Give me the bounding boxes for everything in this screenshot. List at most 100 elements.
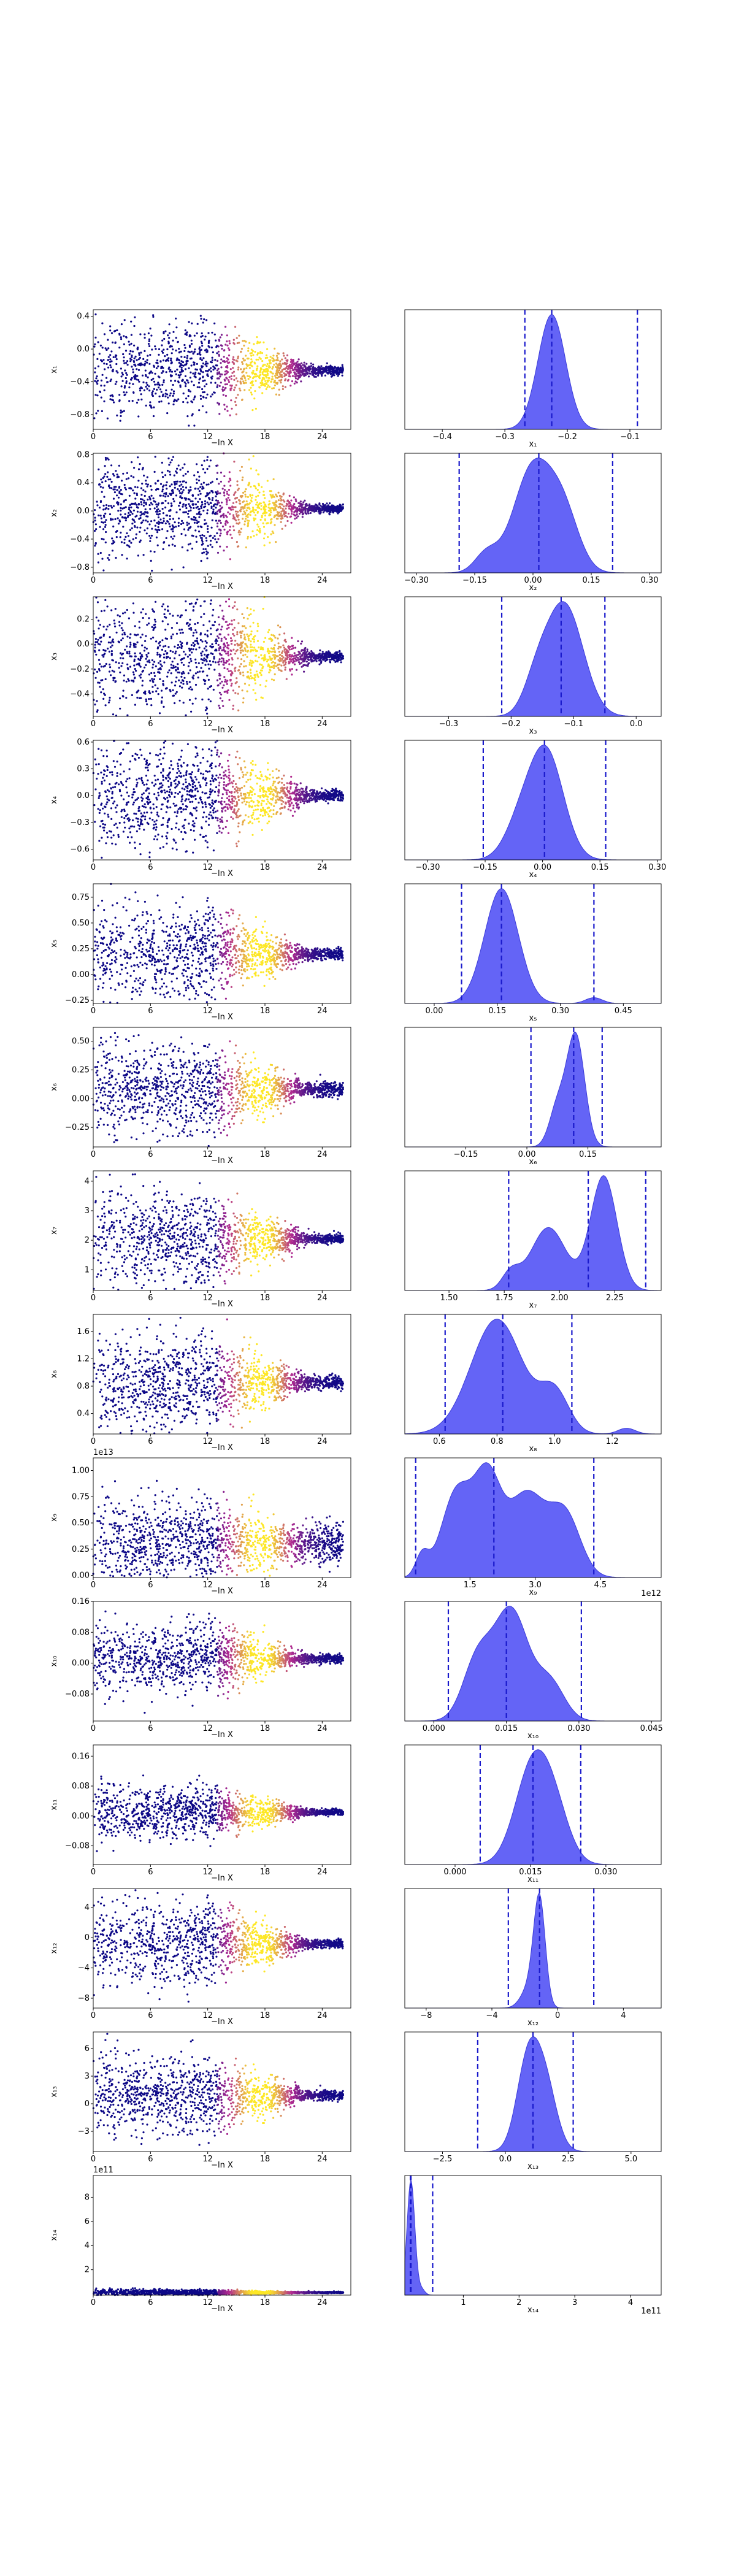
trace-point	[231, 537, 233, 539]
trace-point	[312, 369, 315, 371]
trace-point	[274, 651, 276, 654]
trace-point	[249, 659, 251, 662]
trace-point	[102, 486, 104, 489]
trace-point	[257, 625, 259, 627]
trace-point	[165, 493, 167, 496]
trace-point	[102, 776, 104, 779]
trace-point	[123, 770, 125, 773]
trace-point	[239, 672, 242, 674]
trace-point	[173, 474, 175, 477]
trace-point	[247, 537, 249, 540]
trace-point	[207, 525, 209, 527]
trace-point	[129, 378, 132, 381]
trace-point	[148, 385, 150, 388]
trace-point	[233, 343, 236, 345]
trace-point	[260, 505, 263, 507]
trace-point	[242, 476, 244, 479]
trace-point	[144, 640, 147, 642]
trace-point	[251, 649, 254, 651]
trace-point	[320, 365, 323, 367]
trace-point	[113, 677, 116, 679]
trace-point	[203, 535, 205, 537]
trace-point	[254, 485, 256, 488]
trace-point	[247, 350, 250, 352]
trace-point	[213, 322, 216, 324]
trace-point	[233, 634, 236, 637]
trace-point	[250, 675, 252, 677]
trace-point	[161, 502, 164, 504]
trace-point	[182, 775, 185, 777]
trace-point	[125, 372, 128, 375]
trace-point	[239, 502, 241, 505]
trace-point	[112, 834, 115, 837]
trace-point	[264, 514, 267, 517]
trace-point	[263, 526, 266, 528]
trace-point	[109, 380, 112, 383]
trace-point	[278, 645, 280, 648]
trace-point	[224, 645, 227, 648]
trace-point	[212, 369, 215, 371]
trace-point	[172, 537, 174, 540]
trace-point	[185, 623, 188, 625]
trace-point	[98, 649, 101, 651]
trace-point	[146, 361, 148, 364]
trace-xtick-label: 18	[260, 576, 270, 585]
trace-xlabel: −ln X	[211, 582, 233, 591]
trace-point	[112, 369, 114, 371]
trace-point	[281, 651, 283, 654]
trace-point	[121, 380, 124, 382]
trace-point	[107, 359, 109, 361]
trace-point	[164, 608, 166, 611]
trace-point	[255, 650, 258, 652]
trace-point	[109, 646, 112, 648]
trace-panel: 0 6 12 18 24−ln X0.20.0−0.2−0.4x₃	[50, 596, 351, 735]
trace-point	[300, 366, 302, 368]
trace-point	[169, 470, 171, 473]
trace-point	[251, 677, 254, 679]
trace-point	[297, 502, 300, 504]
trace-point	[218, 773, 221, 776]
trace-point	[242, 697, 245, 700]
trace-point	[143, 502, 145, 504]
trace-point	[104, 678, 107, 680]
trace-point	[113, 330, 116, 332]
trace-point	[149, 354, 151, 356]
trace-point	[304, 374, 307, 377]
trace-point	[175, 622, 178, 624]
trace-point	[125, 535, 127, 539]
trace-point	[239, 665, 241, 668]
trace-point	[227, 654, 230, 657]
trace-point	[245, 627, 247, 629]
trace-point	[221, 626, 223, 628]
trace-point	[186, 656, 189, 658]
trace-point	[145, 654, 148, 656]
trace-point	[278, 657, 281, 659]
trace-point	[161, 648, 163, 651]
trace-point	[223, 514, 225, 517]
trace-point	[114, 518, 117, 521]
trace-point	[260, 646, 263, 648]
trace-point	[158, 395, 161, 397]
trace-point	[224, 661, 226, 664]
trace-point	[269, 669, 271, 671]
trace-point	[172, 615, 174, 617]
trace-point	[123, 319, 126, 321]
trace-point	[224, 408, 226, 410]
trace-point	[218, 483, 220, 485]
trace-point	[126, 663, 129, 665]
trace-point	[162, 680, 164, 683]
trace-point	[129, 642, 132, 644]
trace-point	[243, 344, 245, 347]
trace-point	[177, 374, 180, 377]
trace-point	[144, 364, 146, 367]
trace-point	[145, 698, 147, 700]
trace-point	[188, 335, 191, 337]
trace-point	[198, 646, 201, 649]
trace-point	[226, 357, 228, 359]
trace-point	[190, 343, 193, 345]
trace-point	[212, 688, 215, 691]
trace-point	[144, 806, 147, 808]
trace-point	[199, 605, 202, 607]
trace-point	[136, 641, 139, 643]
trace-point	[231, 623, 233, 626]
